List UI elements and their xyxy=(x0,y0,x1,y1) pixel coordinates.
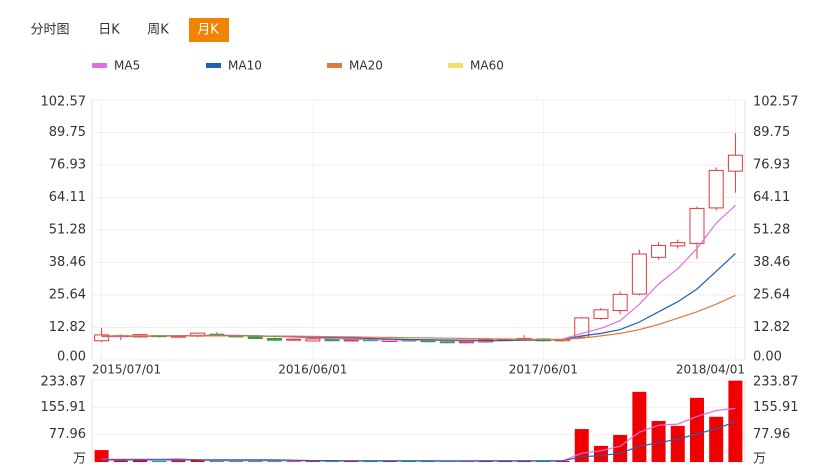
ma-line xyxy=(101,421,736,462)
y-tick-label: 233.87 xyxy=(41,375,87,390)
candle-body xyxy=(343,339,359,342)
candle-body xyxy=(324,338,340,342)
y2-tick-label: 64.11 xyxy=(753,190,790,205)
candle-body xyxy=(247,335,263,339)
volume-bar xyxy=(632,391,647,462)
legend-label: MA10 xyxy=(228,59,262,73)
legend-label: MA60 xyxy=(470,59,504,73)
y-tick-label: 25.64 xyxy=(49,288,86,303)
candle-body xyxy=(727,154,743,172)
volume-bar xyxy=(94,450,109,462)
volume-bar xyxy=(133,460,148,462)
volume-bar xyxy=(344,461,359,462)
tab[interactable]: 周K xyxy=(147,23,169,38)
volume-bar xyxy=(651,420,666,462)
candle-body xyxy=(94,334,110,342)
y2-tick-label: 102.57 xyxy=(753,95,799,110)
volume-bar xyxy=(574,429,589,462)
y2-tick-label: 12.82 xyxy=(753,320,790,335)
y2-tick-label: 万 xyxy=(753,452,766,467)
candle-body xyxy=(689,207,705,244)
candle-body xyxy=(420,340,436,343)
candle-body xyxy=(651,244,667,258)
candle-body xyxy=(670,242,686,247)
y2-tick-label: 76.93 xyxy=(753,157,790,172)
y2-tick-label: 38.46 xyxy=(753,255,790,270)
ma-line xyxy=(101,294,736,341)
volume-bar xyxy=(286,461,301,462)
y2-tick-label: 77.96 xyxy=(753,427,790,442)
candle-body xyxy=(266,337,282,341)
volume-bar xyxy=(248,460,263,462)
y2-tick-label: 25.64 xyxy=(753,288,790,303)
legend-swatch xyxy=(327,63,342,68)
volume-bar xyxy=(421,461,436,462)
tab[interactable]: 日K xyxy=(98,23,120,38)
y-tick-label: 万 xyxy=(73,452,86,467)
x-tick-label: 2016/06/01 xyxy=(278,363,347,377)
legend-swatch xyxy=(206,63,221,68)
volume-bar xyxy=(670,425,685,462)
y-tick-label: 12.82 xyxy=(49,320,86,335)
candle-body xyxy=(708,169,724,209)
volume-bar xyxy=(171,460,186,462)
y-tick-label: 64.11 xyxy=(49,190,86,205)
volume-bar xyxy=(709,416,724,462)
volume-bar xyxy=(728,380,743,462)
volume-bar xyxy=(613,435,628,462)
plot-frame xyxy=(91,379,746,463)
y-tick-label: 155.91 xyxy=(41,400,87,415)
y-tick-label: 102.57 xyxy=(41,95,87,110)
y2-tick-label: 233.87 xyxy=(753,375,799,390)
x-tick-label: 2015/07/01 xyxy=(92,363,161,377)
y-tick-label: 77.96 xyxy=(49,427,86,442)
y2-tick-label: 89.75 xyxy=(753,125,790,140)
legend-swatch xyxy=(448,63,463,68)
tab[interactable]: 分时图 xyxy=(30,23,69,38)
candle-body xyxy=(459,341,475,344)
volume-bar xyxy=(190,459,205,462)
y-tick-label: 51.28 xyxy=(49,223,86,238)
x-tick-label: 2017/06/01 xyxy=(509,363,578,377)
volume-bar xyxy=(593,445,608,462)
y-tick-label: 38.46 xyxy=(49,255,86,270)
candle-body xyxy=(286,338,302,341)
candle-body xyxy=(439,341,455,344)
y2-tick-label: 51.28 xyxy=(753,223,790,238)
volume-bar xyxy=(401,461,416,462)
legend-label: MA20 xyxy=(349,59,383,73)
candle-body xyxy=(305,338,321,342)
candle-body xyxy=(593,309,609,319)
volume-bar xyxy=(229,460,244,462)
volume-bar xyxy=(382,461,397,462)
legend-label: MA5 xyxy=(114,59,140,73)
y-tick-label: 76.93 xyxy=(49,157,86,172)
tab[interactable]: 月K xyxy=(197,23,219,38)
candle-body xyxy=(612,293,628,312)
volume-bar xyxy=(267,460,282,462)
y-tick-label: 0.00 xyxy=(57,350,86,365)
y2-tick-label: 0.00 xyxy=(753,350,782,365)
candle-body xyxy=(631,253,647,295)
legend-swatch xyxy=(92,63,107,68)
volume-bar xyxy=(152,460,167,462)
y2-tick-label: 155.91 xyxy=(753,400,799,415)
y-tick-label: 89.75 xyxy=(49,125,86,140)
x-tick-label: 2018/04/01 xyxy=(676,363,745,377)
volume-bar xyxy=(689,397,704,462)
volume-bar xyxy=(113,460,128,462)
tab-active-bg xyxy=(189,18,229,42)
